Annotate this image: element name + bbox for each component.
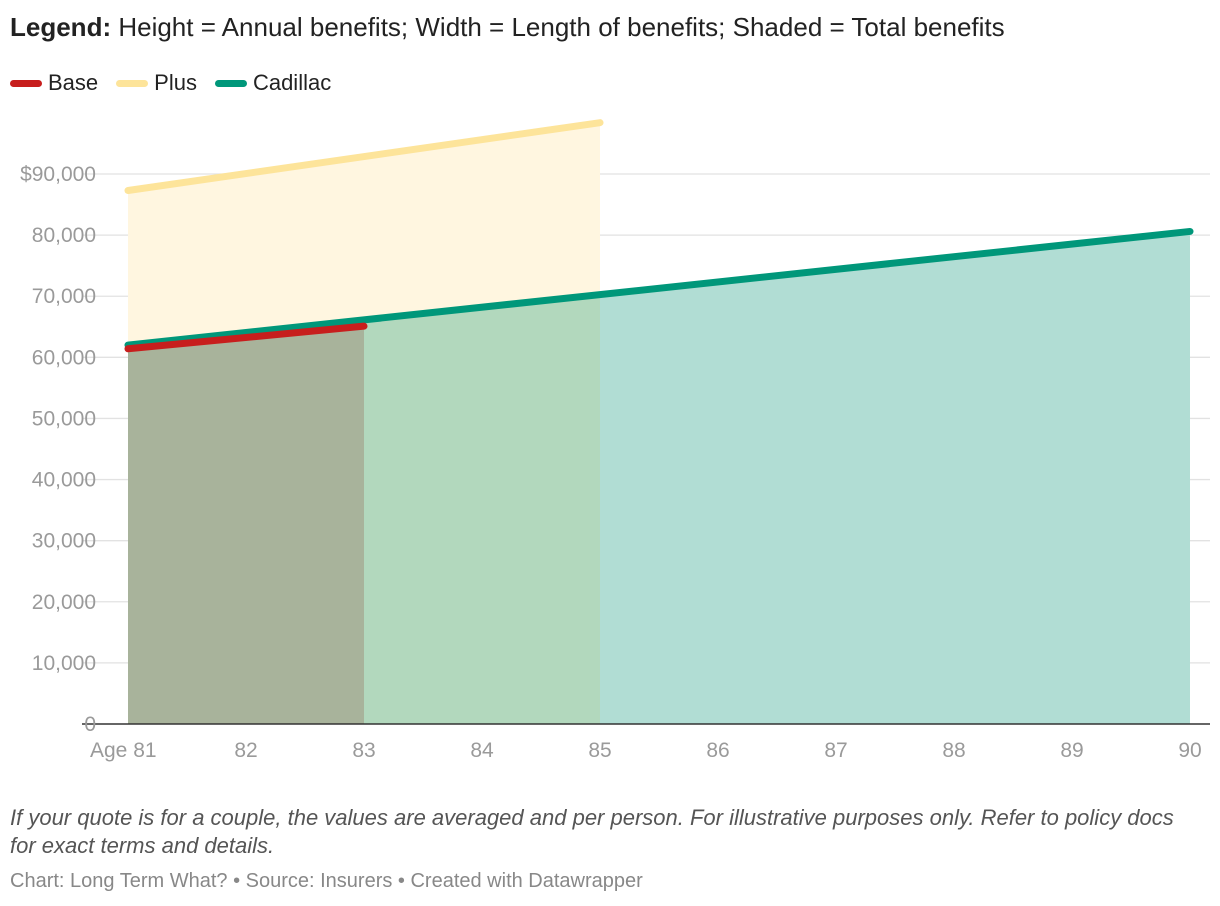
chart-credit: Chart: Long Term What? • Source: Insurer… [10, 870, 643, 892]
legend-label-base: Base [48, 70, 99, 95]
y-tick-label-7: 70,000 [32, 285, 96, 308]
x-tick-label-3: 84 [470, 739, 494, 762]
y-tick-label-8: 80,000 [32, 224, 96, 247]
y-tick-label-6: 60,000 [32, 346, 96, 369]
line-cadillac [124, 227, 1194, 349]
x-tick-label-9: 90 [1178, 739, 1201, 762]
legend-swatch-plus [116, 79, 149, 87]
legend-swatch-base [10, 79, 42, 87]
x-tick-label-8: 89 [1060, 739, 1083, 762]
y-tick-label-3: 30,000 [32, 530, 96, 553]
line-plus [124, 119, 604, 194]
x-tick-label-7: 88 [942, 739, 965, 762]
legend-label-plus: Plus [154, 70, 197, 95]
x-tick-label-5: 86 [706, 739, 729, 762]
area-base [128, 326, 364, 724]
subtitle-text: Height = Annual benefits; Width = Length… [111, 12, 1005, 42]
x-tick-label-2: 83 [352, 739, 375, 762]
y-tick-label-9: $90,000 [20, 163, 96, 186]
x-tick-label-0: Age 81 [90, 739, 157, 762]
y-tick-label-1: 10,000 [32, 652, 96, 675]
y-tick-label-5: 50,000 [32, 407, 96, 430]
line-base [124, 322, 368, 353]
y-tick-label-2: 20,000 [32, 591, 96, 614]
subtitle-bold: Legend: [10, 12, 112, 42]
x-tick-label-1: 82 [234, 739, 257, 762]
chart-legend: Base Plus Cadillac [10, 70, 331, 96]
legend-label-cadillac: Cadillac [252, 70, 332, 95]
y-tick-label-4: 40,000 [32, 469, 96, 492]
legend-item-cadillac: Cadillac [214, 70, 332, 96]
legend-item-base: Base [10, 70, 98, 96]
chart-notes: If your quote is for a couple, the value… [10, 805, 1174, 858]
x-tick-label-4: 85 [588, 739, 611, 762]
legend-swatch-cadillac [214, 79, 247, 87]
x-tick-label-6: 87 [824, 739, 847, 762]
y-tick-label-0: 0 [84, 713, 96, 736]
chart-subtitle: Legend: Height = Annual benefits; Width … [10, 10, 1005, 44]
legend-item-plus: Plus [116, 70, 197, 96]
chart-plot: 0 10,000 20,000 30,000 40,000 50,000 60,000 70,… [20, 119, 1210, 762]
